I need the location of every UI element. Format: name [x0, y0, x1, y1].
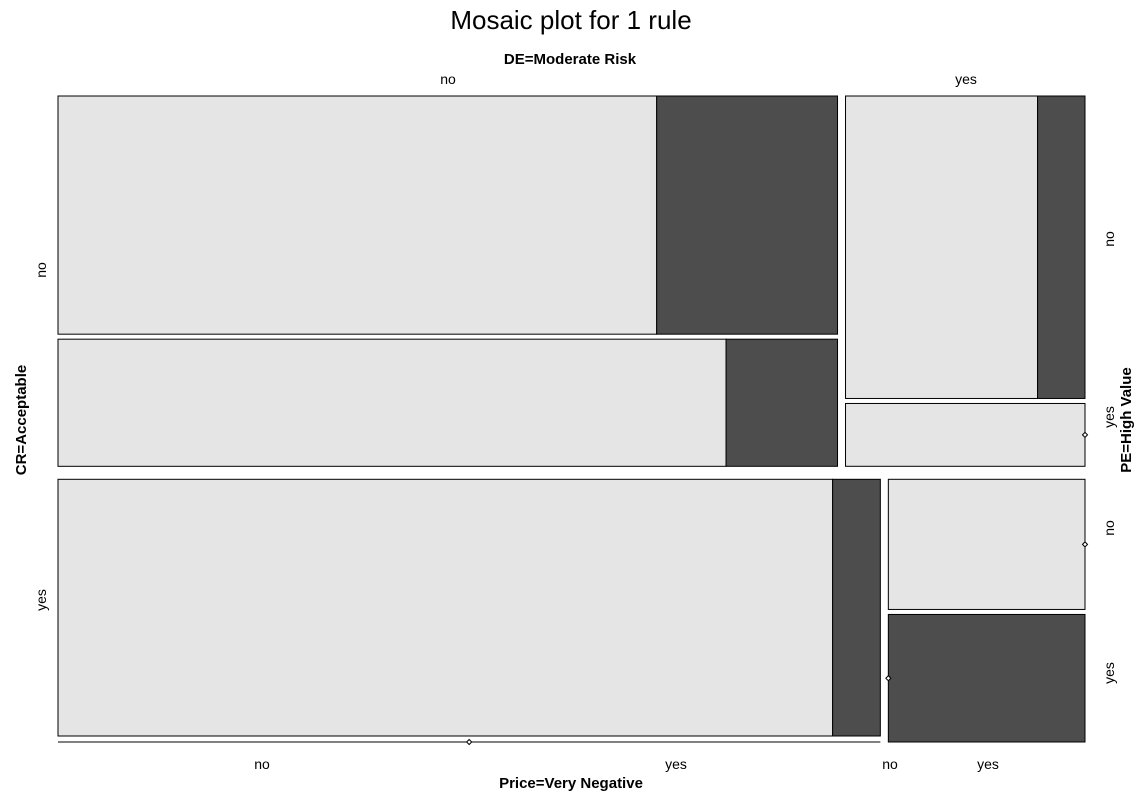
cr-no-de-yes-pe-no-price-yes-tile [1037, 95, 1086, 399]
cr-no-de-no-pe-no-price-yes-tile [656, 95, 839, 335]
right-variable-label: PE=High Value [1118, 367, 1135, 472]
bottom-level-de-yes-price-no: no [882, 756, 898, 772]
cr-no-de-yes-pe-yes-price-no-tile [845, 402, 1086, 467]
top-level-no: no [440, 71, 456, 87]
cr-no-de-no-pe-yes-price-no-tile [57, 338, 727, 467]
cr-no-de-no-pe-no-price-no-tile [57, 95, 658, 335]
right-level-cr-yes-pe-yes: yes [1101, 662, 1117, 684]
cr-yes-de-no-pe-no-price-no-tile [57, 478, 834, 737]
bottom-variable-label: Price=Very Negative [499, 775, 643, 792]
bottom-level-de-no-price-yes: yes [665, 756, 687, 772]
left-level-yes: yes [33, 589, 49, 611]
bottom-level-de-no-price-no: no [254, 756, 270, 772]
top-variable-label: DE=Moderate Risk [504, 51, 637, 68]
right-level-cr-yes-pe-no: no [1101, 520, 1117, 536]
left-variable-label: CR=Acceptable [13, 365, 30, 475]
chart-title: Mosaic plot for 1 rule [450, 5, 691, 35]
top-level-yes: yes [955, 71, 977, 87]
cr-yes-de-yes-pe-no-price-no-tile [887, 478, 1086, 610]
right-level-cr-no-pe-yes: yes [1101, 406, 1117, 428]
right-level-cr-no-pe-no: no [1101, 231, 1117, 247]
bottom-level-de-yes-price-yes: yes [977, 756, 999, 772]
left-level-no: no [33, 262, 49, 278]
cr-no-de-no-pe-yes-price-yes-tile [725, 338, 839, 467]
cr-no-de-yes-pe-no-price-no-tile [845, 95, 1039, 399]
cr-yes-de-no-pe-yes-empty-marker [465, 738, 473, 746]
cr-yes-de-yes-pe-yes-price-no-empty-marker [885, 675, 892, 682]
cr-yes-de-yes-pe-yes-price-yes-tile [887, 613, 1086, 743]
cr-no-de-yes-pe-yes-price-yes-empty-marker [1081, 431, 1089, 439]
mosaic-tiles [57, 95, 1089, 746]
cr-yes-de-yes-pe-no-price-yes-empty-marker [1081, 541, 1089, 548]
cr-yes-de-no-pe-no-price-yes-tile [832, 478, 881, 737]
